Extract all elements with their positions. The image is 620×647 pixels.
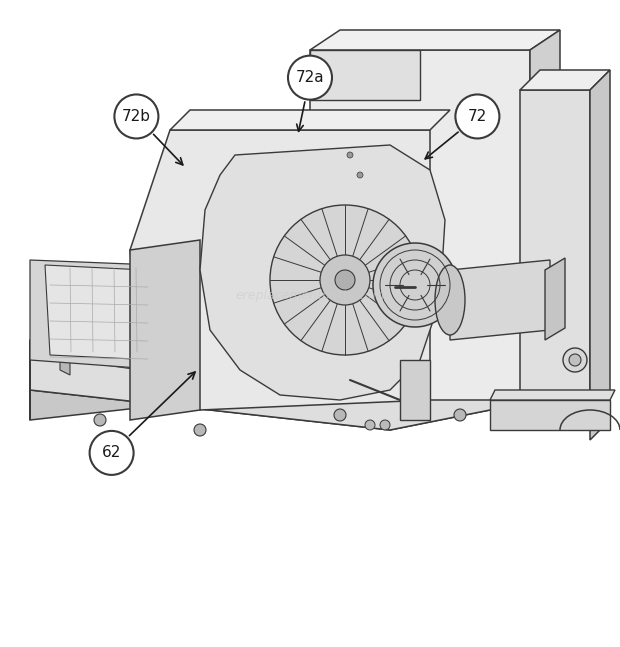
Circle shape [288, 56, 332, 100]
Polygon shape [170, 110, 450, 130]
Circle shape [456, 94, 499, 138]
Polygon shape [310, 50, 420, 100]
Circle shape [334, 409, 346, 421]
Polygon shape [490, 390, 615, 400]
Circle shape [373, 243, 457, 327]
Circle shape [380, 420, 390, 430]
Polygon shape [310, 30, 560, 50]
Polygon shape [30, 260, 165, 370]
Polygon shape [130, 240, 200, 420]
Circle shape [320, 255, 370, 305]
Polygon shape [490, 400, 610, 430]
Circle shape [94, 414, 106, 426]
Circle shape [563, 348, 587, 372]
Polygon shape [200, 145, 445, 400]
Polygon shape [520, 70, 610, 90]
Polygon shape [520, 90, 590, 420]
Circle shape [335, 270, 355, 290]
Polygon shape [60, 355, 210, 380]
Polygon shape [400, 360, 430, 420]
Polygon shape [310, 50, 530, 400]
Circle shape [115, 94, 158, 138]
Polygon shape [590, 70, 610, 440]
Polygon shape [530, 30, 560, 420]
Polygon shape [450, 260, 550, 340]
Circle shape [357, 172, 363, 178]
Text: 62: 62 [102, 445, 122, 461]
Circle shape [270, 205, 420, 355]
Polygon shape [45, 265, 155, 360]
Ellipse shape [435, 265, 465, 335]
Circle shape [347, 152, 353, 158]
Text: 72: 72 [467, 109, 487, 124]
Circle shape [569, 354, 581, 366]
Polygon shape [30, 380, 590, 430]
Circle shape [365, 420, 375, 430]
Text: 72b: 72b [122, 109, 151, 124]
Circle shape [454, 409, 466, 421]
Text: ereplacementparts.com: ereplacementparts.com [235, 289, 385, 302]
Polygon shape [545, 258, 565, 340]
Text: 72a: 72a [296, 70, 324, 85]
Circle shape [194, 424, 206, 436]
Polygon shape [340, 355, 490, 380]
Circle shape [90, 431, 133, 475]
Polygon shape [130, 130, 430, 410]
Polygon shape [60, 355, 70, 375]
Polygon shape [30, 340, 590, 430]
